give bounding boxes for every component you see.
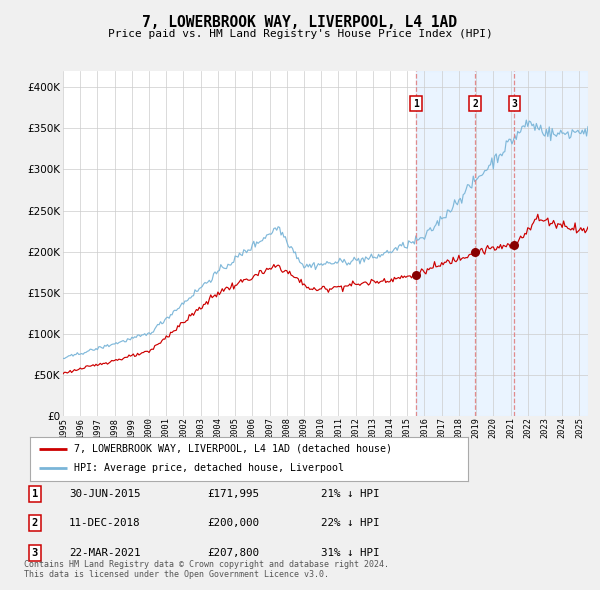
Text: 30-JUN-2015: 30-JUN-2015 [69,489,140,499]
Text: 2: 2 [472,99,478,109]
Text: 1: 1 [413,99,419,109]
Text: £171,995: £171,995 [207,489,259,499]
Text: 31% ↓ HPI: 31% ↓ HPI [321,548,380,558]
Text: HPI: Average price, detached house, Liverpool: HPI: Average price, detached house, Live… [74,464,344,473]
Text: 3: 3 [511,99,517,109]
Text: Contains HM Land Registry data © Crown copyright and database right 2024.
This d: Contains HM Land Registry data © Crown c… [24,560,389,579]
Text: 3: 3 [32,548,38,558]
Text: 7, LOWERBROOK WAY, LIVERPOOL, L4 1AD (detached house): 7, LOWERBROOK WAY, LIVERPOOL, L4 1AD (de… [74,444,392,454]
Text: 1: 1 [32,489,38,499]
Text: £207,800: £207,800 [207,548,259,558]
Text: 7, LOWERBROOK WAY, LIVERPOOL, L4 1AD: 7, LOWERBROOK WAY, LIVERPOOL, L4 1AD [143,15,458,30]
Text: 11-DEC-2018: 11-DEC-2018 [69,519,140,528]
Text: Price paid vs. HM Land Registry's House Price Index (HPI): Price paid vs. HM Land Registry's House … [107,29,493,38]
Text: 21% ↓ HPI: 21% ↓ HPI [321,489,380,499]
Text: 2: 2 [32,519,38,528]
Bar [416,71,588,416]
Text: 22-MAR-2021: 22-MAR-2021 [69,548,140,558]
Text: 22% ↓ HPI: 22% ↓ HPI [321,519,380,528]
Text: £200,000: £200,000 [207,519,259,528]
